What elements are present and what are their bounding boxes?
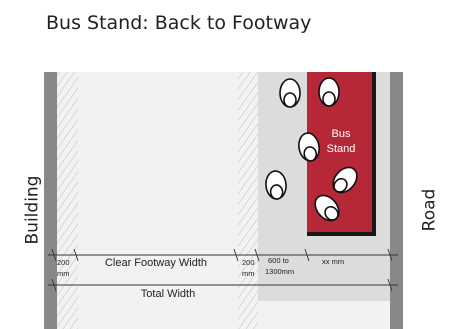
left-margin-unit: mm [57,269,70,278]
person-icon [279,78,301,108]
person-icon [298,132,320,162]
person-icon [265,170,287,200]
building-wall [44,72,57,329]
right-margin-value: 200 [242,258,255,267]
person-icon [318,77,340,107]
queue-zone-value: 600 to [268,256,289,265]
person-icon [332,166,358,194]
bus-stand-bottom [307,232,376,236]
queue-zone-unit: 1300mm [265,267,294,276]
road-edge [390,72,403,329]
bus-stand-label-2: Stand [327,143,356,155]
right-margin-unit: mm [242,269,255,278]
diagram-title: Bus Stand: Back to Footway [46,12,312,34]
bus-stand-back-wall [372,72,376,236]
building-buffer-hatch [57,72,78,329]
left-margin-value: 200 [57,258,70,267]
bus-stand-label-1: Bus [332,128,351,140]
total-width-label: Total Width [141,288,195,300]
stand-width-label: xx mm [322,257,344,266]
clear-footway-label: Clear Footway Width [105,257,207,269]
clearance-buffer-hatch [238,72,258,329]
person-icon [314,194,340,222]
